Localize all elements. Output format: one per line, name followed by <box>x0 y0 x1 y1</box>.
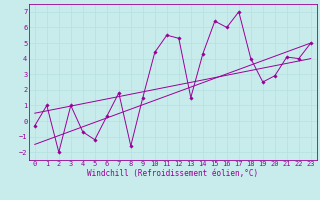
X-axis label: Windchill (Refroidissement éolien,°C): Windchill (Refroidissement éolien,°C) <box>87 169 258 178</box>
